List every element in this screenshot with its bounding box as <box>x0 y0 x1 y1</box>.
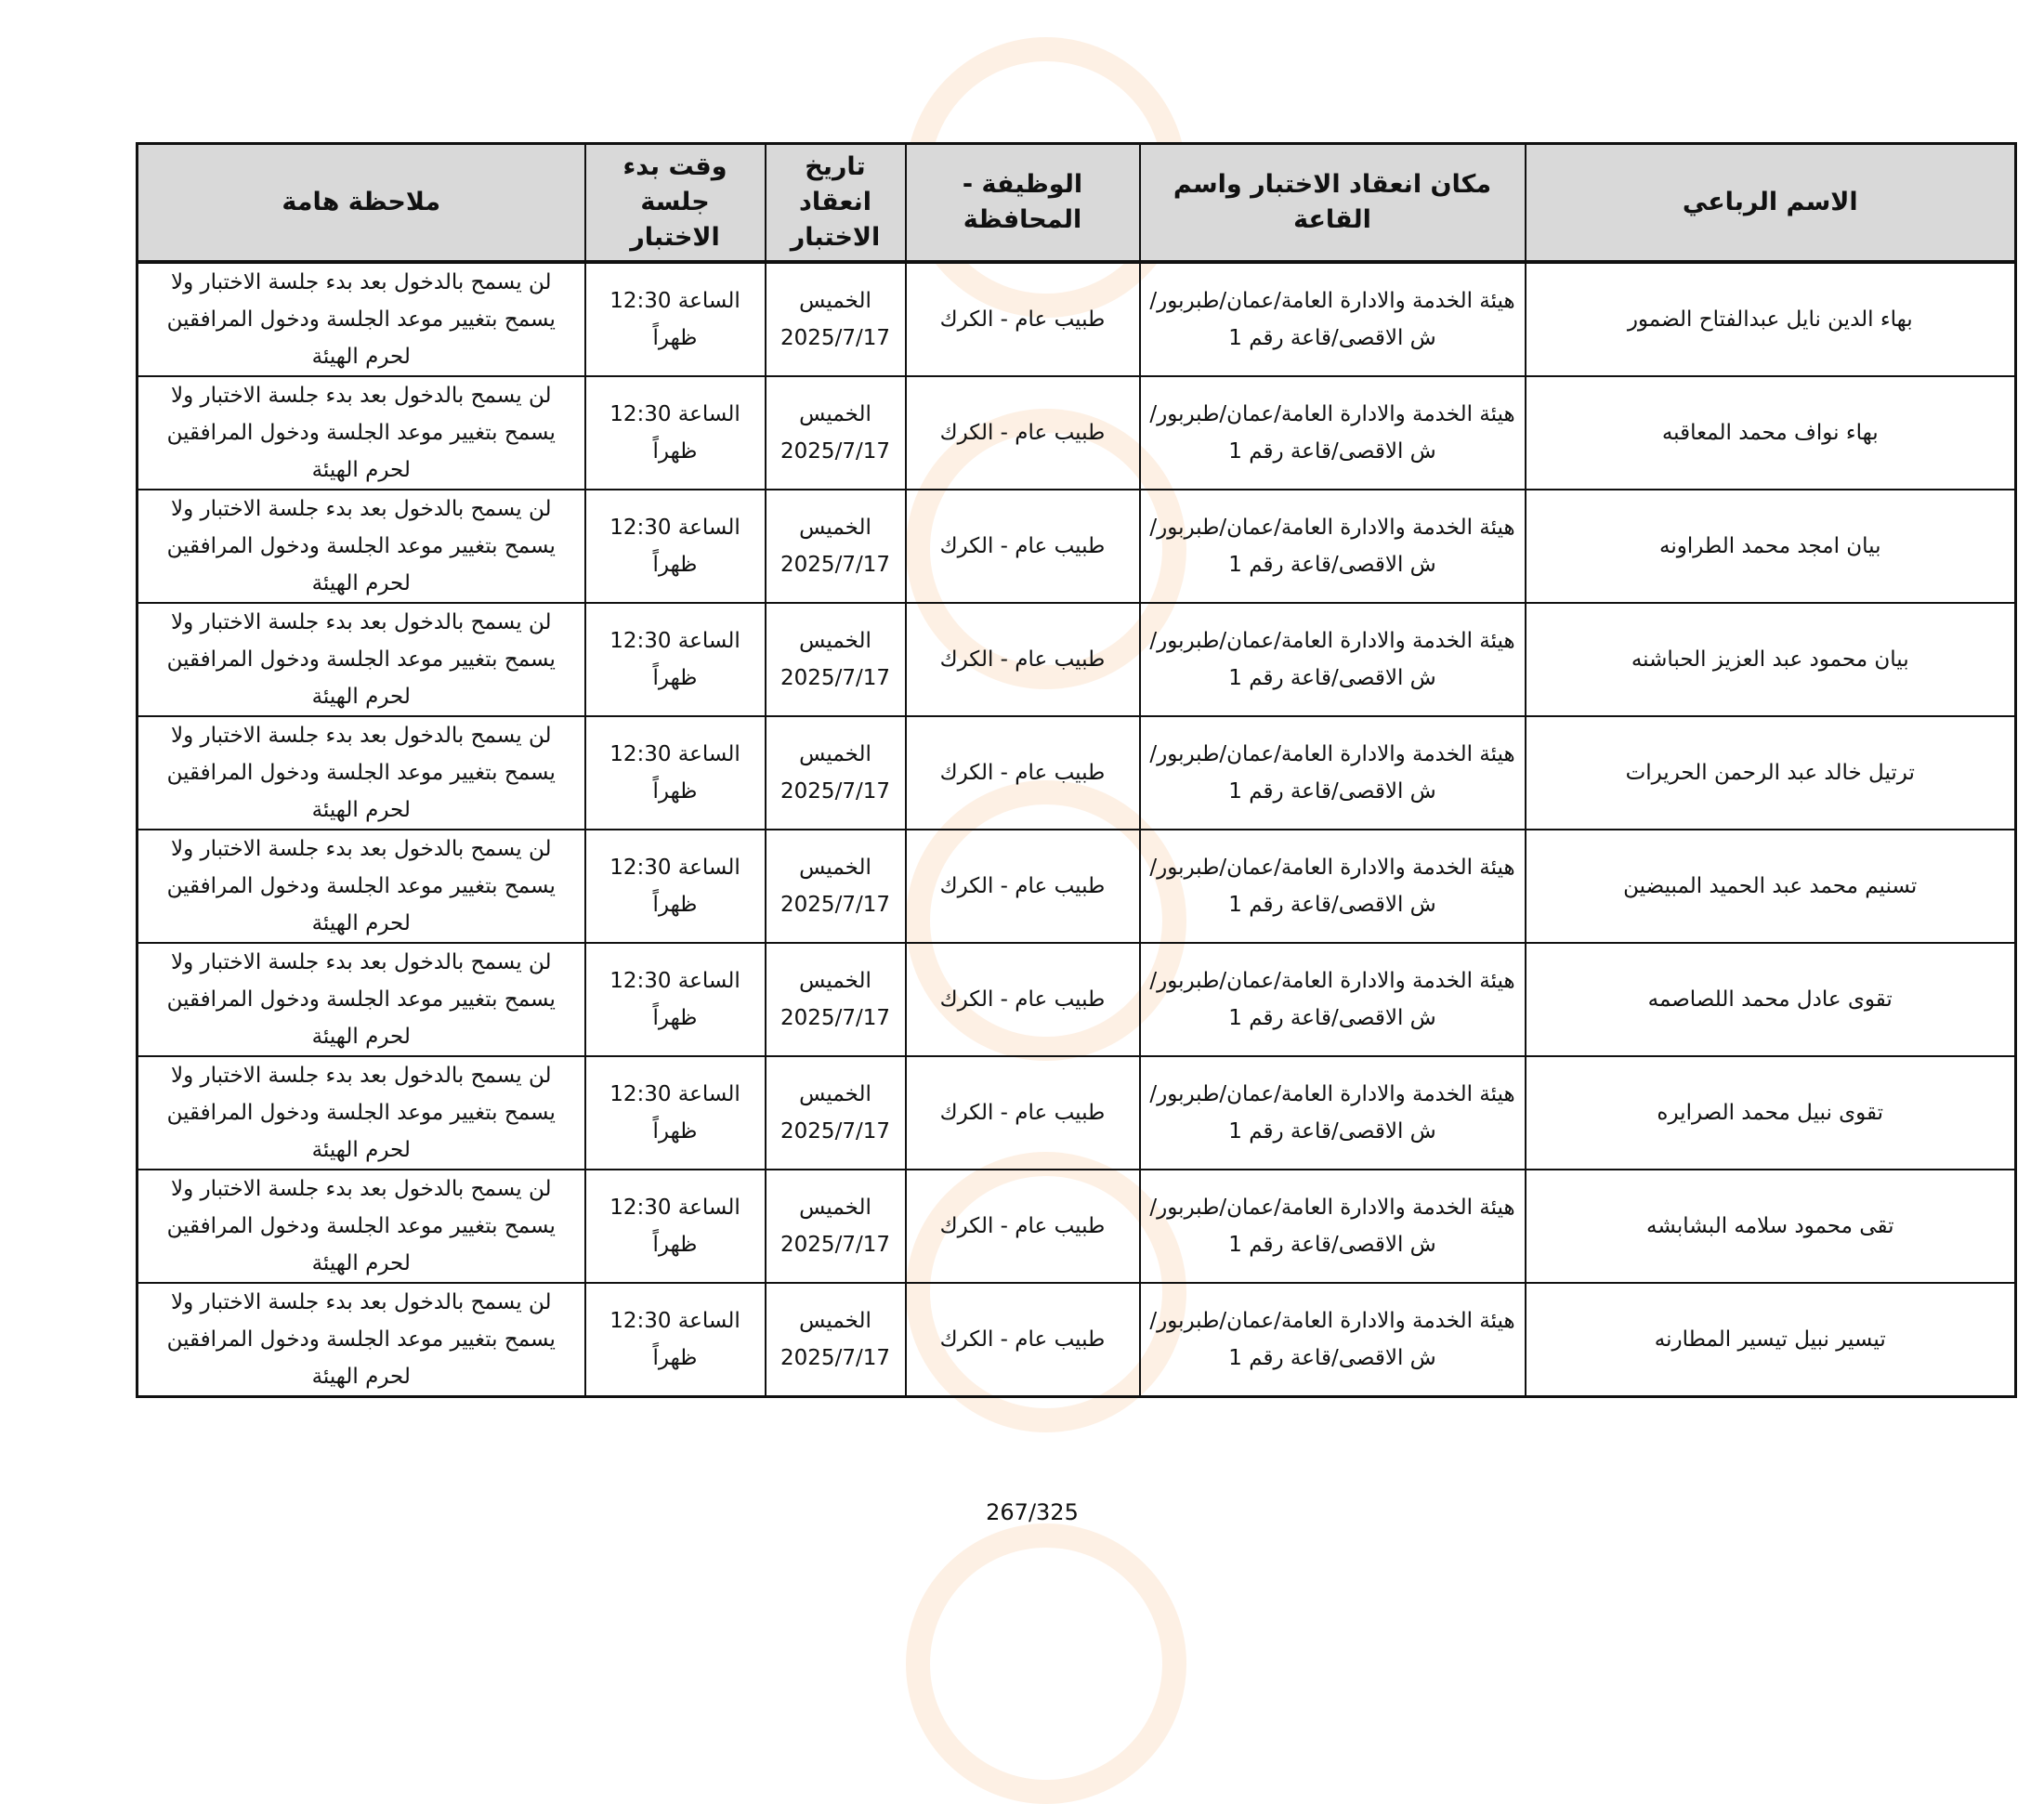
cell-date: الخميس 2025/7/17 <box>764 261 907 377</box>
cell-name: تقوى عادل محمد اللصاصمه <box>1524 942 2017 1057</box>
cell-job: طبيب عام - الكرك <box>904 375 1141 490</box>
cell-name: بيان محمود عبد العزيز الحباشنه <box>1524 602 2017 717</box>
cell-place: هيئة الخدمة والادارة العامة/عمان/طبربور/… <box>1138 829 1526 944</box>
cell-note: لن يسمح بالدخول بعد بدء جلسة الاختبار ول… <box>136 829 586 944</box>
cell-time: الساعة 12:30 ظهراً <box>583 489 766 604</box>
cell-place: هيئة الخدمة والادارة العامة/عمان/طبربور/… <box>1138 1055 1526 1170</box>
cell-note: لن يسمح بالدخول بعد بدء جلسة الاختبار ول… <box>136 1055 586 1170</box>
cell-place: هيئة الخدمة والادارة العامة/عمان/طبربور/… <box>1138 602 1526 717</box>
cell-time: الساعة 12:30 ظهراً <box>583 829 766 944</box>
header-job: الوظيفة - المحافظة <box>904 142 1141 264</box>
cell-date: الخميس 2025/7/17 <box>764 1169 907 1284</box>
cell-name: تسنيم محمد عبد الحميد المبيضين <box>1524 829 2017 944</box>
cell-note: لن يسمح بالدخول بعد بدء جلسة الاختبار ول… <box>136 942 586 1057</box>
cell-job: طبيب عام - الكرك <box>904 1055 1141 1170</box>
cell-job: طبيب عام - الكرك <box>904 715 1141 830</box>
cell-date: الخميس 2025/7/17 <box>764 829 907 944</box>
cell-note: لن يسمح بالدخول بعد بدء جلسة الاختبار ول… <box>136 1169 586 1284</box>
exam-schedule-table: الاسم الرباعي مكان انعقاد الاختبار واسم … <box>136 142 2017 1398</box>
cell-date: الخميس 2025/7/17 <box>764 602 907 717</box>
cell-time: الساعة 12:30 ظهراً <box>583 1055 766 1170</box>
cell-note: لن يسمح بالدخول بعد بدء جلسة الاختبار ول… <box>136 261 586 377</box>
table-row: تقوى عادل محمد اللصاصمه هيئة الخدمة والاد… <box>136 942 2017 1057</box>
cell-name: تقوى نبيل محمد الصرايره <box>1524 1055 2017 1170</box>
cell-job: طبيب عام - الكرك <box>904 489 1141 604</box>
cell-date: الخميس 2025/7/17 <box>764 942 907 1057</box>
cell-name: بهاء الدين نايل عبدالفتاح الضمور <box>1524 261 2017 377</box>
cell-note: لن يسمح بالدخول بعد بدء جلسة الاختبار ول… <box>136 489 586 604</box>
cell-name: بيان امجد محمد الطراونه <box>1524 489 2017 604</box>
header-date: تاريخ انعقاد الاختبار <box>764 142 907 264</box>
cell-time: الساعة 12:30 ظهراً <box>583 942 766 1057</box>
cell-job: طبيب عام - الكرك <box>904 1282 1141 1398</box>
table-row: بهاء الدين نايل عبدالفتاح الضمور هيئة الخ… <box>136 261 2017 377</box>
cell-date: الخميس 2025/7/17 <box>764 1282 907 1398</box>
table-row: ترتيل خالد عبد الرحمن الحريرات هيئة الخدم… <box>136 715 2017 830</box>
table-row: بيان امجد محمد الطراونه هيئة الخدمة والاد… <box>136 489 2017 604</box>
cell-job: طبيب عام - الكرك <box>904 602 1141 717</box>
cell-place: هيئة الخدمة والادارة العامة/عمان/طبربور/… <box>1138 261 1526 377</box>
cell-note: لن يسمح بالدخول بعد بدء جلسة الاختبار ول… <box>136 1282 586 1398</box>
cell-date: الخميس 2025/7/17 <box>764 489 907 604</box>
cell-place: هيئة الخدمة والادارة العامة/عمان/طبربور/… <box>1138 489 1526 604</box>
header-time: وقت بدء جلسة الاختبار <box>583 142 766 264</box>
header-name: الاسم الرباعي <box>1524 142 2017 264</box>
cell-time: الساعة 12:30 ظهراً <box>583 1169 766 1284</box>
cell-date: الخميس 2025/7/17 <box>764 375 907 490</box>
cell-time: الساعة 12:30 ظهراً <box>583 1282 766 1398</box>
header-note: ملاحظة هامة <box>136 142 586 264</box>
cell-job: طبيب عام - الكرك <box>904 261 1141 377</box>
cell-note: لن يسمح بالدخول بعد بدء جلسة الاختبار ول… <box>136 375 586 490</box>
cell-time: الساعة 12:30 ظهراً <box>583 602 766 717</box>
cell-note: لن يسمح بالدخول بعد بدء جلسة الاختبار ول… <box>136 602 586 717</box>
table-row: تيسير نبيل تيسير المطارنه هيئة الخدمة وال… <box>136 1282 2017 1398</box>
cell-job: طبيب عام - الكرك <box>904 942 1141 1057</box>
page-number: 267/325 <box>986 1499 1079 1525</box>
cell-place: هيئة الخدمة والادارة العامة/عمان/طبربور/… <box>1138 1169 1526 1284</box>
cell-name: تقى محمود سلامه البشابشه <box>1524 1169 2017 1284</box>
cell-note: لن يسمح بالدخول بعد بدء جلسة الاختبار ول… <box>136 715 586 830</box>
cell-job: طبيب عام - الكرك <box>904 1169 1141 1284</box>
table-row: بهاء نواف محمد المعاقبه هيئة الخدمة والاد… <box>136 375 2017 490</box>
cell-date: الخميس 2025/7/17 <box>764 1055 907 1170</box>
cell-name: بهاء نواف محمد المعاقبه <box>1524 375 2017 490</box>
cell-time: الساعة 12:30 ظهراً <box>583 715 766 830</box>
table-row: تقوى نبيل محمد الصرايره هيئة الخدمة والاد… <box>136 1055 2017 1170</box>
table-row: بيان محمود عبد العزيز الحباشنه هيئة الخدم… <box>136 602 2017 717</box>
cell-time: الساعة 12:30 ظهراً <box>583 261 766 377</box>
table-row: تقى محمود سلامه البشابشه هيئة الخدمة والا… <box>136 1169 2017 1284</box>
cell-place: هيئة الخدمة والادارة العامة/عمان/طبربور/… <box>1138 1282 1526 1398</box>
cell-name: تيسير نبيل تيسير المطارنه <box>1524 1282 2017 1398</box>
cell-place: هيئة الخدمة والادارة العامة/عمان/طبربور/… <box>1138 942 1526 1057</box>
cell-place: هيئة الخدمة والادارة العامة/عمان/طبربور/… <box>1138 715 1526 830</box>
cell-date: الخميس 2025/7/17 <box>764 715 907 830</box>
table-header-row: الاسم الرباعي مكان انعقاد الاختبار واسم … <box>136 142 2017 264</box>
table-row: تسنيم محمد عبد الحميد المبيضين هيئة الخدم… <box>136 829 2017 944</box>
cell-time: الساعة 12:30 ظهراً <box>583 375 766 490</box>
header-place: مكان انعقاد الاختبار واسم القاعة <box>1138 142 1526 264</box>
watermark-clock-icon <box>906 1523 1186 1804</box>
cell-place: هيئة الخدمة والادارة العامة/عمان/طبربور/… <box>1138 375 1526 490</box>
cell-name: ترتيل خالد عبد الرحمن الحريرات <box>1524 715 2017 830</box>
cell-job: طبيب عام - الكرك <box>904 829 1141 944</box>
